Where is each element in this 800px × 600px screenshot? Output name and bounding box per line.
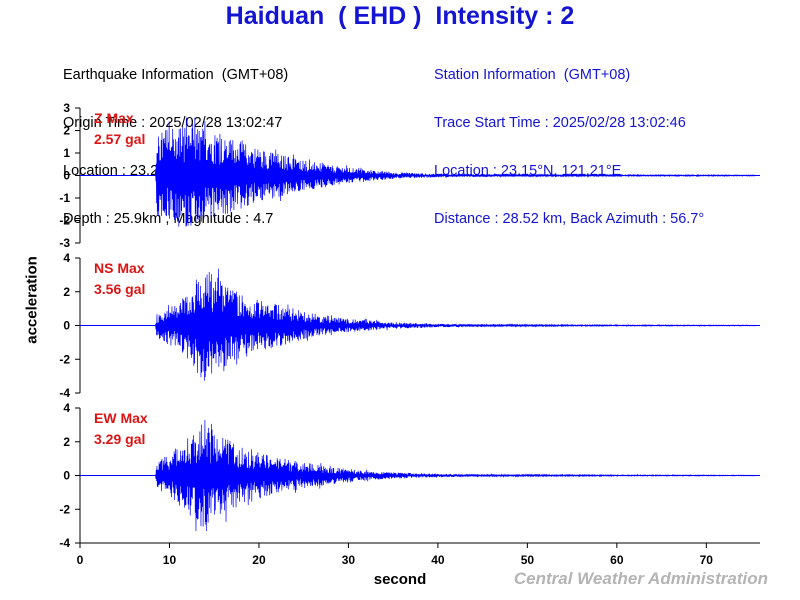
x-tick-label: 30	[342, 553, 356, 567]
ns-y-tick-label: -2	[59, 352, 70, 366]
ns-y-tick-label: -4	[59, 386, 70, 400]
ew-y-tick-label: -4	[59, 536, 70, 550]
z-waveform-trace	[80, 117, 757, 227]
ns-max-label: NS Max	[94, 260, 145, 276]
distance-azimuth: Distance : 28.52 km, Back Azimuth : 56.7…	[434, 211, 705, 227]
ns-y-tick-label: 2	[63, 285, 70, 299]
x-tick-label: 10	[163, 553, 177, 567]
z-y-tick-label: 1	[63, 146, 70, 160]
ns-y-tick-label: 4	[63, 251, 70, 265]
z-max-value: 2.57 gal	[94, 131, 145, 147]
y-axis-label: acceleration	[23, 256, 41, 344]
station-info-heading: Station Information (GMT+08)	[434, 67, 631, 83]
z-y-tick-label: -2	[59, 214, 70, 228]
ns-y-tick-label: 0	[63, 319, 70, 333]
ns-max-value: 3.56 gal	[94, 281, 145, 297]
x-tick-label: 0	[77, 553, 84, 567]
ew-y-tick-label: 0	[63, 469, 70, 483]
x-tick-label: 50	[521, 553, 535, 567]
x-tick-label: 60	[610, 553, 624, 567]
ew-waveform-trace	[80, 419, 757, 532]
ew-y-tick-label: -2	[59, 502, 70, 516]
z-y-tick-label: 2	[63, 124, 70, 138]
trace-start-time: Trace Start Time : 2025/02/28 13:02:46	[434, 115, 686, 131]
ew-max-label: EW Max	[94, 410, 148, 426]
x-tick-label: 20	[252, 553, 266, 567]
credit-text: Central Weather Administration	[513, 569, 768, 588]
x-tick-label: 40	[431, 553, 445, 567]
z-max-label: Z Max	[94, 110, 134, 126]
x-axis-label: second	[373, 571, 427, 588]
x-tick-label: 70	[700, 553, 714, 567]
ew-y-tick-label: 4	[63, 401, 70, 415]
ew-max-value: 3.29 gal	[94, 431, 145, 447]
chart-title: Haiduan ( EHD ) Intensity : 2	[225, 2, 575, 30]
z-y-tick-label: 0	[63, 169, 70, 183]
ns-waveform-trace	[80, 268, 757, 381]
z-y-tick-label: -1	[59, 191, 70, 205]
origin-time: Origin Time : 2025/02/28 13:02:47	[63, 115, 283, 131]
z-y-tick-label: -3	[59, 236, 70, 250]
z-y-tick-label: 3	[63, 101, 70, 115]
earthquake-info-heading: Earthquake Information (GMT+08)	[63, 67, 289, 83]
station-info: Station Information (GMT+08) Trace Start…	[434, 35, 704, 243]
ew-y-tick-label: 2	[63, 435, 70, 449]
